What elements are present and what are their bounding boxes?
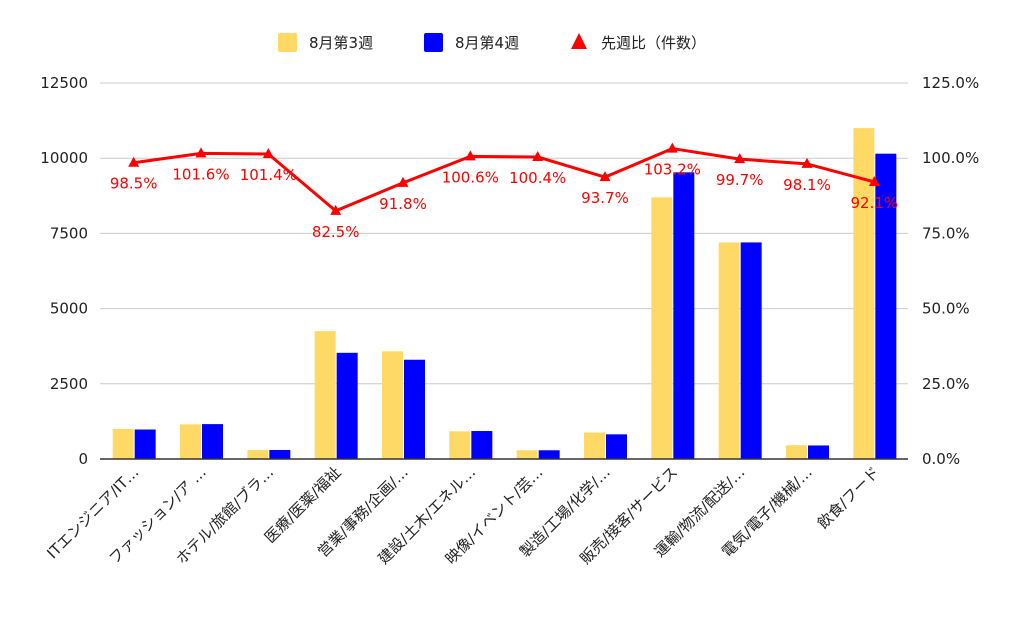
right-tick-label: 25.0%: [922, 375, 970, 393]
line-data-label: 99.7%: [716, 171, 764, 189]
bar: [740, 242, 762, 459]
right-tick-label: 100.0%: [922, 149, 979, 167]
line-marker: [532, 150, 544, 161]
line-data-label: 100.6%: [442, 168, 499, 186]
right-tick-label: 50.0%: [922, 300, 970, 318]
bar: [471, 431, 493, 459]
bar: [314, 331, 336, 459]
bar: [875, 153, 897, 460]
category-label: 飲食/フード: [814, 463, 883, 532]
left-tick-label: 12500: [40, 74, 88, 92]
bar: [247, 449, 269, 459]
line-path: [133, 147, 875, 213]
line-marker: [599, 171, 611, 182]
line-data-label: 82.5%: [312, 223, 360, 241]
line-marker: [128, 156, 140, 167]
legend-label: 先週比（件数）: [601, 34, 706, 52]
line-data-label: 92.1%: [851, 194, 899, 212]
legend-item: 8月第3週: [278, 33, 373, 52]
left-tick-label: 10000: [40, 149, 88, 167]
legend: 8月第3週 8月第4週 先週比（件数）: [278, 33, 706, 52]
bar: [718, 242, 740, 459]
line-marker: [262, 147, 274, 158]
bar: [180, 424, 201, 459]
line-marker: [195, 147, 207, 158]
bar: [382, 351, 403, 459]
bar: [538, 450, 560, 459]
gridlines: [100, 82, 908, 385]
line-marker: [330, 204, 342, 215]
bar: [202, 424, 223, 459]
bar: [449, 431, 471, 459]
legend-label: 8月第3週: [309, 34, 373, 52]
legend-label: 8月第4週: [455, 34, 519, 52]
left-tick-label: 0: [78, 450, 88, 468]
line-marker: [397, 176, 409, 187]
category-labels: ITエンジニア/IT…ファッション/ア …ホテル/旅館/ブラ…医療/医薬/福祉営…: [43, 463, 883, 568]
line-series: [128, 142, 880, 215]
left-axis-ticks: 0 2500 5000 7500 10000 12500: [40, 74, 88, 468]
legend-swatch: [424, 33, 443, 52]
line-data-label: 98.5%: [110, 175, 158, 193]
bar: [673, 172, 695, 460]
right-axis-ticks: 0.0% 25.0% 50.0% 75.0% 100.0% 125.0%: [922, 74, 979, 468]
legend-triangle-icon: [571, 33, 587, 49]
line-data-labels: 98.5% 101.6% 101.4% 82.5% 91.8% 100.6% 100.4% 9…: [110, 161, 898, 241]
right-tick-label: 0.0%: [922, 450, 960, 468]
bar: [516, 450, 538, 459]
bar: [336, 352, 358, 459]
left-tick-label: 7500: [50, 224, 88, 242]
line-data-label: 91.8%: [379, 195, 427, 213]
bar: [853, 128, 875, 459]
line-data-label: 100.4%: [509, 169, 566, 187]
line-data-label: 101.6%: [172, 165, 229, 183]
line-marker: [801, 157, 813, 168]
line-marker: [734, 153, 746, 164]
left-tick-label: 5000: [50, 300, 88, 318]
bar: [606, 434, 627, 459]
line-data-label: 101.4%: [240, 166, 297, 184]
left-tick-label: 2500: [50, 375, 88, 393]
line-data-label: 103.2%: [644, 161, 701, 179]
line-data-label: 93.7%: [581, 189, 629, 207]
legend-item: 8月第4週: [424, 33, 519, 52]
bar: [269, 449, 291, 459]
legend-item: 先週比（件数）: [571, 33, 706, 52]
legend-swatch: [278, 33, 297, 52]
bar: [404, 359, 425, 459]
line-marker: [868, 175, 880, 186]
line-data-label: 98.1%: [783, 176, 831, 194]
bar: [651, 197, 673, 459]
bar: [808, 445, 829, 459]
bar: [786, 445, 807, 459]
right-tick-label: 125.0%: [922, 74, 979, 92]
bar: [134, 429, 156, 459]
right-tick-label: 75.0%: [922, 224, 970, 242]
bar: [112, 428, 134, 459]
line-marker: [666, 142, 678, 153]
line-marker: [464, 150, 476, 161]
bar-series: [112, 128, 897, 460]
bar: [584, 432, 605, 459]
